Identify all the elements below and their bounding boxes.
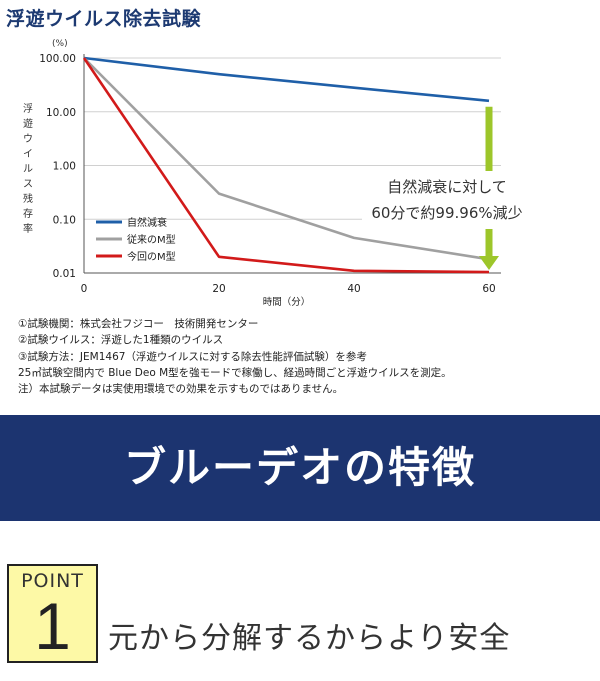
test-notes: ①試験機関：株式会社フジコー 技術開発センター ②試験ウイルス：浮遊した1種類の… [18, 316, 452, 397]
y-axis-label-char: 残 [23, 192, 33, 205]
y-axis-label-char: ウ [23, 133, 33, 145]
y-axis-label-char: イ [23, 149, 33, 160]
x-axis-label: 時間（分） [263, 296, 311, 308]
series-line [83, 56, 490, 103]
y-axis-label-char: ス [23, 179, 33, 190]
legend-label: 自然減衰 [127, 216, 167, 229]
y-unit-label: (%) [52, 39, 68, 49]
reduction-arrow-head [479, 256, 499, 270]
annotation-line: 自然減衰に対して [387, 178, 507, 196]
point-badge: POINT 1 [7, 564, 98, 663]
note-line: ②試験ウイルス：浮遊した1種類のウイルス [18, 334, 224, 347]
annotation-line: 60分で約99.96%減少 [371, 204, 522, 222]
y-axis-label-char: 遊 [23, 117, 33, 130]
note-line: 25㎥試験空間内で Blue Deo M型を強モードで稼働し、経過時間ごと浮遊ウ… [18, 366, 452, 379]
x-tick-label: 20 [212, 283, 225, 295]
banner-heading: ブルーデオの特徴 [123, 443, 476, 492]
y-tick-label: 0.10 [53, 214, 76, 226]
y-tick-label: 1.00 [53, 161, 76, 173]
legend-label: 今回のM型 [127, 250, 176, 263]
point-title: 元から分解するからより安全 [108, 621, 511, 656]
annotation-background [362, 171, 532, 229]
series-line [82, 57, 490, 274]
x-tick-label: 40 [347, 283, 360, 295]
y-tick-label: 100.00 [39, 53, 76, 65]
y-axis-label-char: ル [23, 164, 33, 175]
legend-label: 従来のM型 [127, 233, 176, 246]
y-tick-label: 10.00 [46, 107, 76, 119]
y-tick-label: 0.01 [53, 268, 76, 280]
x-tick-label: 0 [81, 283, 88, 295]
x-tick-label: 60 [482, 283, 495, 295]
note-line: ③試験方法：JEM1467（浮遊ウイルスに対する除去性能評価試験）を参考 [18, 350, 367, 363]
series-line [83, 57, 490, 261]
features-banner: ブルーデオの特徴 [0, 415, 600, 521]
y-axis-label-char: 存 [23, 207, 33, 220]
y-axis-label-char: 率 [23, 222, 33, 235]
point-number: 1 [34, 589, 71, 663]
note-line: ①試験機関：株式会社フジコー 技術開発センター [18, 318, 259, 330]
point-label: POINT [21, 570, 84, 592]
note-line: 注）本試験データは実使用環境での効果を示すものではありません。 [18, 383, 344, 396]
page-title: 浮遊ウイルス除去試験 [6, 8, 202, 30]
y-axis-label-char: 浮 [23, 103, 33, 115]
